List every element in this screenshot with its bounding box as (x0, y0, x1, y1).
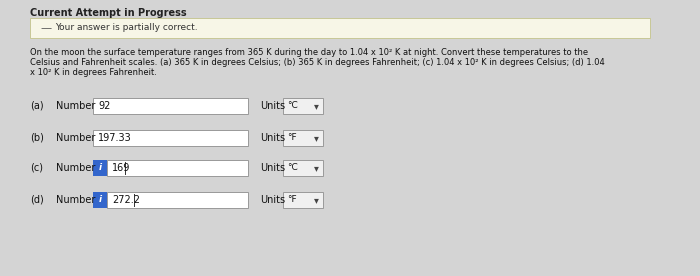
Text: 272.2: 272.2 (112, 195, 140, 205)
Text: Current Attempt in Progress: Current Attempt in Progress (30, 8, 187, 18)
Text: (b): (b) (30, 133, 44, 143)
Text: °F: °F (287, 195, 297, 205)
FancyBboxPatch shape (283, 192, 323, 208)
Text: Number: Number (56, 195, 95, 205)
Text: Units: Units (260, 101, 285, 111)
Text: °F: °F (287, 134, 297, 142)
Text: 169: 169 (112, 163, 130, 173)
Text: (c): (c) (30, 163, 43, 173)
Text: —: — (40, 23, 51, 33)
FancyBboxPatch shape (93, 98, 248, 114)
Text: ▾: ▾ (314, 163, 319, 173)
FancyBboxPatch shape (283, 98, 323, 114)
FancyBboxPatch shape (107, 192, 248, 208)
Text: ▾: ▾ (314, 133, 319, 143)
Text: ▾: ▾ (314, 195, 319, 205)
FancyBboxPatch shape (93, 130, 248, 146)
FancyBboxPatch shape (93, 192, 107, 208)
FancyBboxPatch shape (283, 160, 323, 176)
FancyBboxPatch shape (283, 130, 323, 146)
Text: i: i (99, 163, 101, 172)
FancyBboxPatch shape (30, 18, 650, 38)
Text: (d): (d) (30, 195, 43, 205)
Text: Number: Number (56, 101, 95, 111)
Text: Units: Units (260, 133, 285, 143)
Text: Number: Number (56, 163, 95, 173)
Text: °C: °C (287, 163, 298, 172)
Text: x 10² K in degrees Fahrenheit.: x 10² K in degrees Fahrenheit. (30, 68, 157, 77)
Text: i: i (99, 195, 101, 205)
Text: 92: 92 (98, 101, 111, 111)
Text: ▾: ▾ (314, 101, 319, 111)
Text: Celsius and Fahrenheit scales. (a) 365 K in degrees Celsius; (b) 365 K in degree: Celsius and Fahrenheit scales. (a) 365 K… (30, 58, 605, 67)
FancyBboxPatch shape (93, 160, 107, 176)
Text: Units: Units (260, 163, 285, 173)
Text: Units: Units (260, 195, 285, 205)
Text: Number: Number (56, 133, 95, 143)
FancyBboxPatch shape (107, 160, 248, 176)
Text: 197.33: 197.33 (98, 133, 132, 143)
Text: Your answer is partially correct.: Your answer is partially correct. (55, 23, 197, 33)
Text: °C: °C (287, 102, 298, 110)
Text: On the moon the surface temperature ranges from 365 K during the day to 1.04 x 1: On the moon the surface temperature rang… (30, 48, 588, 57)
Text: (a): (a) (30, 101, 43, 111)
